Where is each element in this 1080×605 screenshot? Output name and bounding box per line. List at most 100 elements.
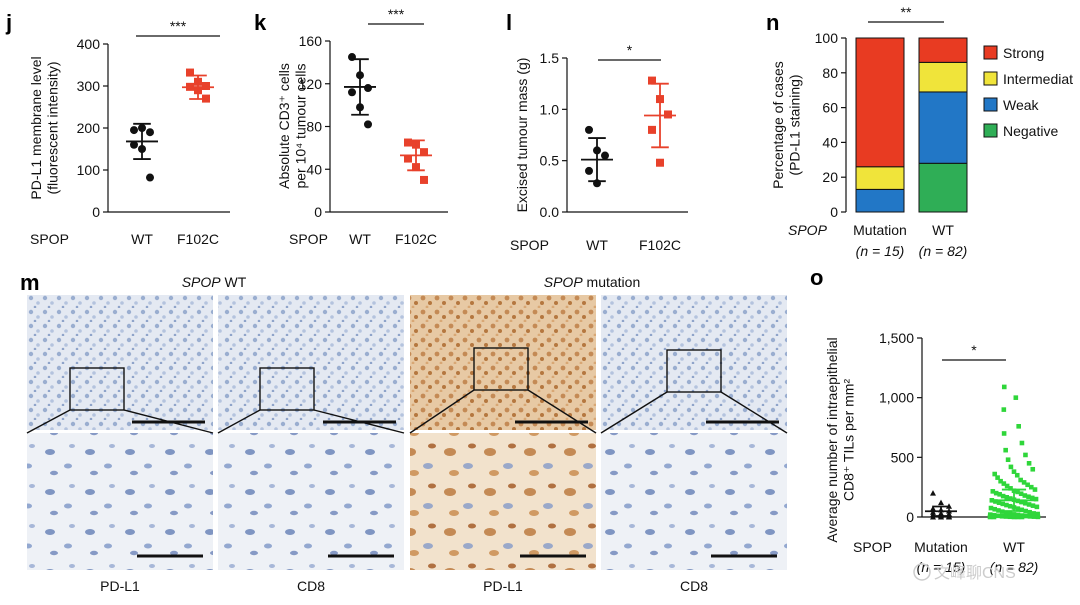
data-point [364, 84, 372, 93]
data-point [1004, 495, 1010, 500]
significance-label: ** [901, 4, 912, 20]
micrograph-overview [410, 295, 596, 430]
zoom-connector [600, 391, 668, 434]
y-tick-label: 1,000 [879, 390, 914, 406]
data-point [992, 471, 998, 477]
data-point [130, 140, 138, 149]
micrograph-zoom [601, 433, 787, 570]
data-point [1003, 510, 1009, 516]
y-axis-label: Percentage of cases(PD-L1 staining) [770, 61, 802, 189]
data-point [656, 158, 664, 167]
y-tick-label: 80 [822, 65, 838, 81]
data-point [420, 175, 428, 184]
y-tick-label: 0 [314, 204, 322, 220]
zoom-region-box [666, 349, 722, 393]
zoom-connector [26, 409, 71, 434]
x-category-label: WT [1003, 539, 1025, 555]
y-tick-label: 300 [77, 78, 101, 94]
data-point [1022, 500, 1028, 506]
data-point [995, 513, 1001, 519]
y-tick-label: 100 [77, 162, 101, 178]
data-point [1027, 509, 1032, 515]
data-point [585, 166, 593, 175]
bar-segment-intermediate [855, 166, 905, 190]
micrograph-overview [601, 295, 787, 430]
bar-segment-intermediate [918, 61, 968, 93]
y-tick-label: 20 [822, 169, 838, 185]
data-point [1035, 514, 1041, 520]
watermark: 文峰聊CNS [913, 563, 1016, 582]
legend-swatch-intermediate [983, 71, 998, 86]
y-tick-label: 120 [299, 76, 323, 92]
data-point [997, 492, 1002, 497]
y-tick-label: 0 [92, 204, 100, 220]
x-category-n: (n = 82) [990, 559, 1039, 575]
y-axis-label: Absolute CD3⁺ cellsper 10⁴ tumour cells [276, 63, 308, 189]
x-category-label: F102C [639, 237, 681, 253]
y-axis-label-line2: (PD-L1 staining) [786, 74, 802, 175]
y-tick-label: 400 [77, 36, 101, 52]
x-category-label: WT [932, 222, 954, 238]
y-tick-label: 160 [299, 33, 323, 49]
data-point [1013, 395, 1019, 400]
legend-swatch-strong [983, 45, 998, 60]
legend-label-weak: Weak [1003, 97, 1040, 113]
data-point [1021, 480, 1027, 485]
bar-segment-strong [918, 37, 968, 63]
y-axis-label: Average number of intraepithelialCD8⁺ TI… [824, 337, 856, 542]
data-point [998, 478, 1003, 484]
x-category-n: (n = 82) [919, 243, 968, 259]
zoom-region-box [473, 347, 529, 391]
x-prefix-label: SPOP [289, 231, 328, 247]
x-category-n: (n = 15) [856, 243, 905, 259]
zoom-connector [217, 409, 261, 434]
x-category-label: WT [131, 231, 153, 247]
data-point [993, 490, 999, 496]
y-axis-label-line2: (fluorescent intensity) [44, 61, 60, 194]
y-tick-label: 100 [815, 30, 839, 46]
data-point [1015, 489, 1020, 495]
y-tick-label: 1.0 [540, 101, 560, 117]
y-axis-label-line1: Percentage of cases [770, 61, 786, 189]
data-point [1031, 514, 1037, 519]
y-axis-label-line1: Excised tumour mass (g) [514, 58, 530, 213]
data-point [1034, 504, 1040, 510]
zoom-connector [720, 391, 788, 434]
legend-swatch-negative [983, 123, 998, 138]
data-point [1033, 496, 1039, 502]
micrograph-label: PD-L1 [483, 578, 523, 594]
data-point [1026, 494, 1031, 500]
micrograph-overview [218, 295, 404, 430]
data-point [146, 128, 154, 137]
data-point [996, 500, 1002, 505]
data-point [989, 497, 995, 503]
y-tick-label: 80 [306, 119, 322, 135]
data-point [146, 173, 154, 182]
data-point [1031, 511, 1036, 516]
data-point [1001, 384, 1007, 390]
data-point [1030, 466, 1036, 472]
y-axis-label-line2: per 10⁴ tumour cells [292, 63, 308, 188]
y-tick-label: 1.5 [540, 50, 560, 66]
data-point [1015, 514, 1021, 520]
data-point [404, 154, 412, 163]
x-category-label: F102C [177, 231, 219, 247]
group-label-wt-italic: SPOP [182, 274, 222, 290]
data-point [348, 88, 356, 97]
data-point [1007, 511, 1013, 516]
y-tick-label: 0.5 [540, 153, 560, 169]
group-label-wt-rest: WT [221, 274, 247, 290]
panel-letter-o: o [810, 265, 823, 290]
data-point [648, 76, 656, 85]
zoom-region-box [259, 367, 315, 411]
data-point [1000, 501, 1006, 507]
data-point [1014, 472, 1020, 478]
data-point [601, 151, 609, 160]
y-tick-label: 200 [77, 120, 101, 136]
data-point [1018, 477, 1023, 483]
data-point [1028, 484, 1034, 490]
data-point [1016, 424, 1021, 429]
significance-label: *** [170, 18, 187, 34]
bar-segment-weak [855, 188, 905, 213]
